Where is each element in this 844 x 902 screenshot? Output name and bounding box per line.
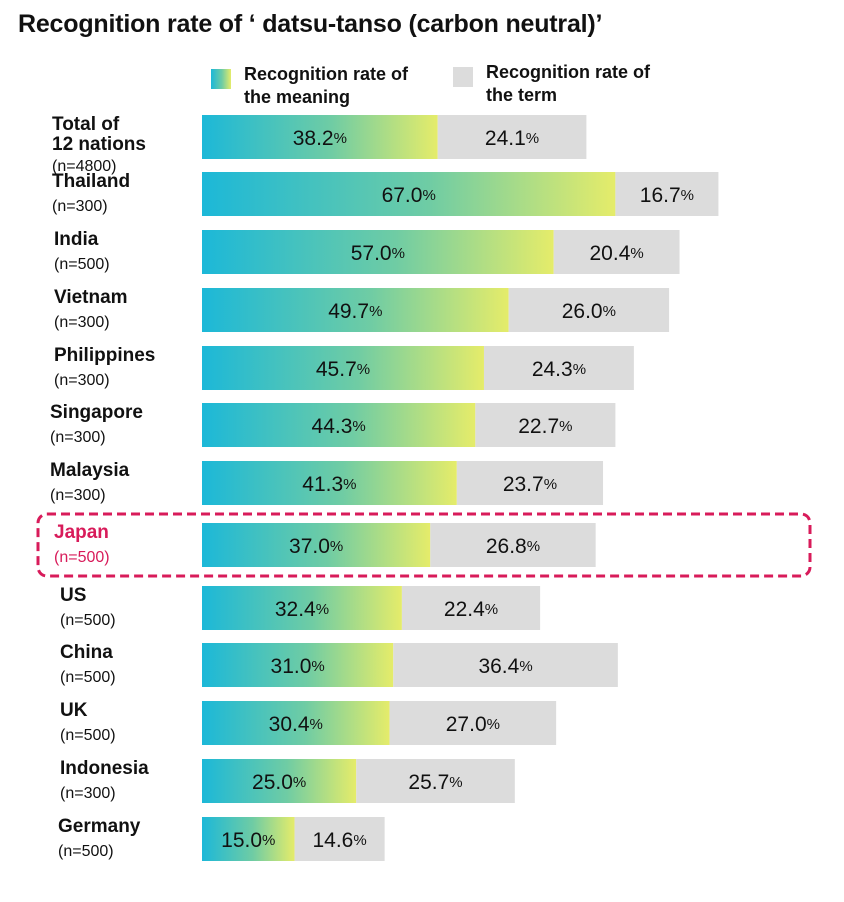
value-label-term: 22.7% [518,415,572,438]
category-label: Japan [54,522,109,543]
legend-item-meaning: Recognition rate of the meaning [211,63,408,109]
value-label-meaning: 44.3% [312,415,366,438]
category-sample-size: (n=4800) [52,158,117,175]
bar-meaning [202,701,390,745]
value-label-term: 14.6% [312,829,366,852]
bar-term [393,643,618,687]
bar-meaning [202,230,554,274]
category-sample-size: (n=500) [60,727,116,744]
value-label-meaning: 57.0% [351,242,405,265]
value-label-term: 16.7% [640,184,694,207]
category-sample-size: (n=300) [60,785,116,802]
category-label: UK [60,700,88,721]
legend-item-term: Recognition rate of the term [453,61,650,107]
value-label-term: 26.8% [486,535,540,558]
bar-term [475,403,616,447]
bar-meaning [202,115,438,159]
category-label: Malaysia [50,460,130,481]
category-sample-size: (n=300) [54,372,110,389]
bar-term [483,346,634,390]
value-label-term: 24.1% [485,127,539,150]
value-label-meaning: 49.7% [328,300,382,323]
chart-title: Recognition rate of ‘ datsu-tanso (carbo… [18,10,603,38]
legend-label-meaning: Recognition rate of the meaning [244,64,409,107]
legend-label-term: Recognition rate of the term [486,62,651,105]
bar-meaning [202,817,295,861]
bar-meaning [202,586,402,630]
bar-meaning [202,643,394,687]
value-label-meaning: 30.4% [269,713,323,736]
bar-term [294,817,385,861]
bar-term [553,230,680,274]
value-label-term: 22.4% [444,598,498,621]
highlight-box [36,512,812,578]
legend-swatch-meaning [211,69,231,89]
bar-meaning [202,461,457,505]
bar-term [456,461,604,505]
bar-term [401,586,541,630]
category-label: Total of 12 nations [52,114,146,155]
bar-term [356,759,515,803]
value-label-meaning: 15.0% [221,829,275,852]
category-sample-size: (n=500) [60,669,116,686]
category-label: Germany [58,816,141,837]
value-label-meaning: 45.7% [316,358,370,381]
value-label-term: 36.4% [478,655,532,678]
value-label-term: 25.7% [408,771,462,794]
value-label-term: 24.3% [532,358,586,381]
value-label-term: 23.7% [503,473,557,496]
category-label: Indonesia [60,758,149,779]
category-sample-size: (n=500) [54,549,110,566]
bar-term [389,701,557,745]
bar-meaning [202,403,476,447]
category-sample-size: (n=500) [54,256,110,273]
bar-meaning [202,759,357,803]
category-label: Thailand [52,171,130,192]
category-label: Singapore [50,402,143,423]
bar-term [430,523,596,567]
category-sample-size: (n=500) [60,612,116,629]
value-label-meaning: 31.0% [271,655,325,678]
value-label-term: 26.0% [562,300,616,323]
category-sample-size: (n=300) [50,487,106,504]
bar-term [615,172,719,216]
bar-term [437,115,587,159]
value-label-term: 27.0% [446,713,500,736]
category-sample-size: (n=300) [52,198,108,215]
value-label-term: 20.4% [590,242,644,265]
bar-term [508,288,670,332]
category-sample-size: (n=500) [58,843,114,860]
category-label: China [60,642,113,663]
value-label-meaning: 32.4% [275,598,329,621]
bar-meaning [202,523,431,567]
category-sample-size: (n=300) [54,314,110,331]
value-label-meaning: 41.3% [302,473,356,496]
category-label: Vietnam [54,287,128,308]
category-label: Philippines [54,345,155,366]
value-label-meaning: 25.0% [252,771,306,794]
bar-meaning [202,346,484,390]
value-label-meaning: 38.2% [293,127,347,150]
value-label-meaning: 37.0% [289,535,343,558]
value-label-meaning: 67.0% [382,184,436,207]
legend-swatch-term [453,67,473,87]
category-sample-size: (n=300) [50,429,106,446]
category-label: US [60,585,86,606]
bar-meaning [202,172,616,216]
category-label: India [54,229,99,250]
bar-meaning [202,288,509,332]
